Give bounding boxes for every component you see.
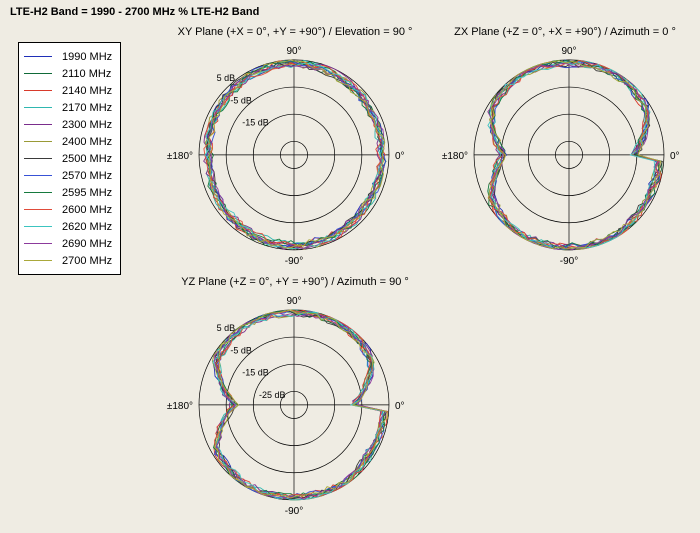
- angle-label: 0°: [670, 151, 680, 162]
- angle-label: ±180°: [167, 151, 193, 162]
- page-title: LTE-H2 Band = 1990 - 2700 MHz % LTE-H2 B…: [10, 6, 259, 18]
- angle-label: -90°: [285, 256, 303, 267]
- legend-swatch: [24, 158, 52, 160]
- legend-label: 1990 MHz: [62, 51, 112, 63]
- angle-label: 90°: [286, 296, 301, 307]
- db-ring-label: -5 dB: [230, 345, 252, 355]
- legend-label: 2140 MHz: [62, 85, 112, 97]
- legend-row: 2690 MHz: [24, 235, 112, 252]
- db-ring-label: -5 dB: [230, 95, 252, 105]
- legend-row: 2600 MHz: [24, 201, 112, 218]
- angle-label: 90°: [286, 46, 301, 57]
- chart-title: ZX Plane (+Z = 0°, +X = +90°) / Azimuth …: [440, 26, 690, 38]
- legend-swatch: [24, 192, 52, 194]
- legend-row: 2500 MHz: [24, 150, 112, 167]
- legend-row: 2140 MHz: [24, 82, 112, 99]
- angle-label: ±180°: [167, 401, 193, 412]
- db-ring-label: 5 dB: [217, 73, 236, 83]
- legend-label: 2500 MHz: [62, 153, 112, 165]
- angle-label: ±180°: [442, 151, 468, 162]
- legend-label: 2300 MHz: [62, 119, 112, 131]
- legend-row: 2570 MHz: [24, 167, 112, 184]
- polar-chart-yz: YZ Plane (+Z = 0°, +Y = +90°) / Azimuth …: [165, 278, 425, 528]
- legend-swatch: [24, 175, 52, 177]
- angle-label: -90°: [560, 256, 578, 267]
- legend-row: 2700 MHz: [24, 252, 112, 269]
- legend-swatch: [24, 226, 52, 228]
- polar-svg: 5 dB -5 dB -15 dB -25 dB 90° 0° -90° ±180°: [165, 292, 423, 533]
- legend-swatch: [24, 56, 52, 58]
- angle-label: 0°: [395, 151, 405, 162]
- polar-chart-xy: XY Plane (+X = 0°, +Y = +90°) / Elevatio…: [165, 28, 425, 278]
- legend-swatch: [24, 107, 52, 109]
- legend-label: 2600 MHz: [62, 204, 112, 216]
- polar-svg: 5 dB -5 dB -15 dB 90° 0° -90° ±180°: [165, 42, 423, 283]
- legend-swatch: [24, 209, 52, 211]
- legend-row: 2110 MHz: [24, 65, 112, 82]
- polar-svg: 90° 0° -90° ±180°: [440, 42, 698, 283]
- legend-label: 2110 MHz: [62, 68, 111, 80]
- legend-label: 2595 MHz: [62, 187, 112, 199]
- db-ring-label: -15 dB: [242, 368, 269, 378]
- db-ring-label: 5 dB: [217, 323, 236, 333]
- legend-label: 2700 MHz: [62, 255, 112, 267]
- legend-label: 2400 MHz: [62, 136, 112, 148]
- legend-row: 1990 MHz: [24, 48, 112, 65]
- legend-label: 2570 MHz: [62, 170, 112, 182]
- legend-label: 2170 MHz: [62, 102, 112, 114]
- legend-row: 2170 MHz: [24, 99, 112, 116]
- angle-label: -90°: [285, 506, 303, 517]
- legend-label: 2620 MHz: [62, 221, 112, 233]
- legend-row: 2620 MHz: [24, 218, 112, 235]
- chart-title: YZ Plane (+Z = 0°, +Y = +90°) / Azimuth …: [165, 276, 425, 288]
- legend-label: 2690 MHz: [62, 238, 112, 250]
- legend-row: 2300 MHz: [24, 116, 112, 133]
- db-ring-label: -25 dB: [259, 390, 286, 400]
- legend-swatch: [24, 141, 52, 143]
- legend-swatch: [24, 90, 52, 92]
- legend-swatch: [24, 73, 52, 75]
- legend-box: 1990 MHz 2110 MHz 2140 MHz 2170 MHz 2300 MHz…: [18, 42, 121, 275]
- legend-row: 2400 MHz: [24, 133, 112, 150]
- db-ring-label: -15 dB: [242, 118, 269, 128]
- angle-label: 0°: [395, 401, 405, 412]
- chart-title: XY Plane (+X = 0°, +Y = +90°) / Elevatio…: [165, 26, 425, 38]
- legend-row: 2595 MHz: [24, 184, 112, 201]
- legend-swatch: [24, 260, 52, 262]
- angle-label: 90°: [561, 46, 576, 57]
- legend-swatch: [24, 243, 52, 245]
- legend-swatch: [24, 124, 52, 126]
- polar-chart-zx: ZX Plane (+Z = 0°, +X = +90°) / Azimuth …: [440, 28, 690, 278]
